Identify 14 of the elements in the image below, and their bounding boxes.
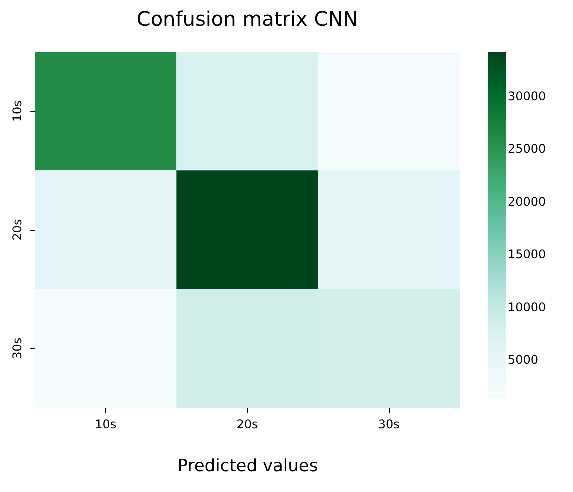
y-tick-label: 20s	[10, 219, 24, 241]
color-bar-label: 25000	[508, 142, 546, 156]
x-tick-label: 10s	[95, 418, 117, 432]
x-axis-title: Predicted values	[178, 456, 318, 476]
y-tick-label: 30s	[10, 338, 24, 360]
color-bar-label: 30000	[508, 89, 546, 104]
x-tick-label: 20s	[236, 418, 258, 432]
x-tick-label: 30s	[378, 418, 400, 432]
chart-title: Confusion matrix CNN	[136, 7, 358, 31]
color-bar-label: 15000	[508, 248, 546, 262]
color-bar-label: 10000	[508, 300, 546, 314]
y-tick-label: 10s	[10, 100, 24, 122]
color-bar-label: 20000	[508, 194, 546, 209]
color-bar-label: 5000	[508, 353, 539, 368]
